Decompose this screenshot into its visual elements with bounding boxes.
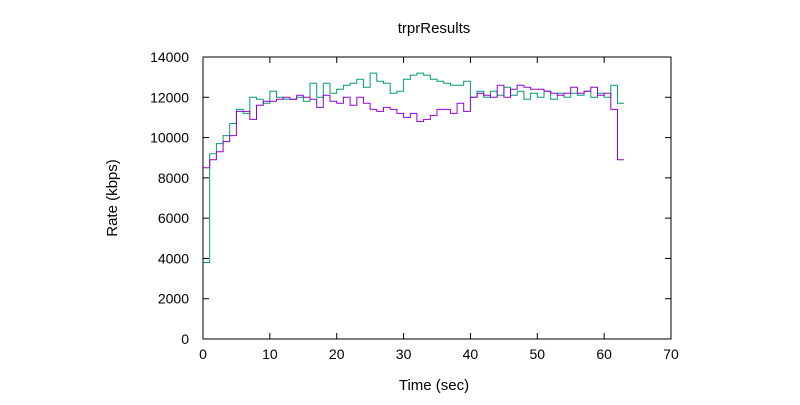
plot-frame: [202, 56, 672, 340]
x-tick-label: 20: [329, 346, 345, 362]
y-tick-label: 10000: [150, 130, 189, 146]
y-tick-label: 2000: [158, 291, 189, 307]
y-tick-label: 14000: [150, 49, 189, 65]
x-tick-label: 0: [199, 346, 207, 362]
x-tick-label: 40: [463, 346, 479, 362]
y-tick-label: 0: [181, 331, 189, 347]
chart-title: trprResults: [398, 20, 471, 37]
series-0-line: [203, 72, 625, 263]
axis-ticks: 0 10 20 30 40 50 60 70 0 2000 4000 6000 8000 10000 120…: [150, 49, 679, 362]
y-tick-label: 12000: [150, 89, 189, 105]
x-tick-label: 30: [396, 346, 412, 362]
x-tick-label: 50: [529, 346, 545, 362]
x-tick-label: 60: [596, 346, 612, 362]
y-tick-label: 4000: [158, 250, 189, 266]
series-1-line: [203, 84, 625, 169]
x-tick-label: 10: [262, 346, 278, 362]
y-tick-label: 6000: [158, 210, 189, 226]
x-tick-label: 70: [663, 346, 679, 362]
y-tick-label: 8000: [158, 170, 189, 186]
y-axis-label: Rate (kbps): [104, 159, 121, 237]
series-layer: [203, 72, 625, 263]
x-axis-label: Time (sec): [399, 377, 469, 394]
